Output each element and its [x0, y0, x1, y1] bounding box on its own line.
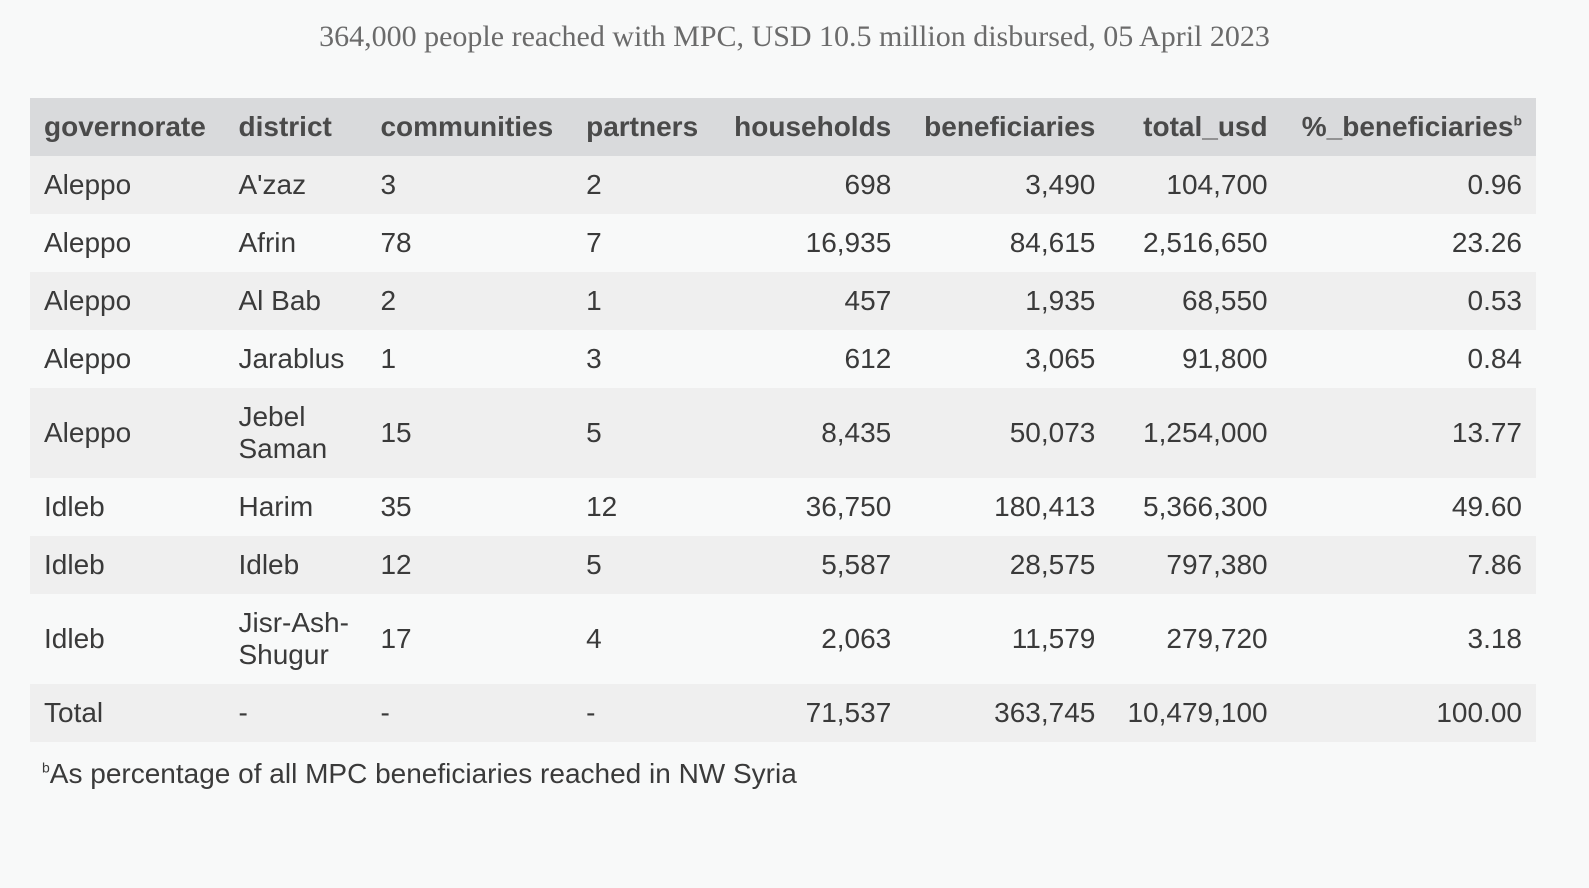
- footnote-text: As percentage of all MPC beneficiaries r…: [49, 758, 797, 789]
- table-cell: 50,073: [1009, 417, 1096, 448]
- column-header: households: [734, 111, 892, 142]
- table-cell: 91,800: [1181, 343, 1268, 374]
- table-cell: 7.86: [1467, 549, 1523, 580]
- table-row: Aleppo Jarablus 1 3 612 3,065 91,800 0.84: [30, 330, 1536, 388]
- table-cell: 0.96: [1467, 169, 1523, 200]
- table-cell: 3,490: [1025, 169, 1096, 200]
- table-cell: 35: [380, 491, 412, 522]
- table-cell: 100.00: [1436, 697, 1522, 728]
- table-cell: 2,063: [821, 623, 892, 654]
- table-cell: Aleppo: [44, 285, 132, 316]
- table-cell: 0.84: [1467, 343, 1523, 374]
- table-cell: 2: [586, 169, 602, 200]
- table-cell: 12: [380, 549, 412, 580]
- column-header: governorate: [44, 111, 206, 142]
- table-cell: 5,587: [821, 549, 892, 580]
- table-cell: 78: [380, 227, 412, 258]
- table-cell: 1: [586, 285, 602, 316]
- table-cell: Aleppo: [44, 227, 132, 258]
- table-cell: 84,615: [1009, 227, 1096, 258]
- table-cell: 104,700: [1166, 169, 1268, 200]
- table-cell: 180,413: [994, 491, 1096, 522]
- table-cell: 1,254,000: [1143, 417, 1268, 448]
- footnote-marker: b: [1513, 112, 1522, 129]
- table-cell: 8,435: [821, 417, 892, 448]
- table-row: Aleppo Afrin 78 7 16,935 84,615 2,516,650 23.26: [30, 214, 1536, 272]
- table-row: Aleppo Jebel Saman 15 5 8,435 50,073 1,254,000…: [30, 388, 1536, 478]
- table-cell: 71,537: [805, 697, 892, 728]
- table-cell: -: [238, 697, 248, 728]
- table-cell: Idleb: [44, 623, 105, 654]
- table-cell: 16,935: [805, 227, 892, 258]
- table-cell: 698: [844, 169, 892, 200]
- table-row: Total - - - 71,537 363,745 10,479,100 100.00: [30, 684, 1536, 742]
- table-cell: Idleb: [44, 549, 105, 580]
- footnote: bAs percentage of all MPC beneficiaries …: [42, 758, 797, 790]
- table-cell: -: [380, 697, 390, 728]
- table-cell: 13.77: [1451, 417, 1522, 448]
- table-cell: 68,550: [1181, 285, 1268, 316]
- table-cell: 36,750: [805, 491, 892, 522]
- column-header: total_usd: [1143, 111, 1268, 142]
- column-header: district: [238, 111, 332, 142]
- table-cell: Idleb: [238, 549, 300, 580]
- table-header-row: governorate district communities partner…: [30, 98, 1536, 156]
- table-cell: Aleppo: [44, 169, 132, 200]
- table-cell: 17: [380, 623, 412, 654]
- table-cell: 15: [380, 417, 412, 448]
- table-cell: 2: [380, 285, 397, 316]
- column-header-label: %_beneficiaries: [1301, 111, 1514, 142]
- table-cell: 2,516,650: [1143, 227, 1268, 258]
- table-cell: 11,579: [1011, 623, 1096, 654]
- table-cell: Idleb: [44, 491, 105, 522]
- table-cell: 49.60: [1451, 491, 1522, 522]
- table-cell: Jarablus: [238, 343, 345, 374]
- column-header: beneficiaries: [924, 111, 1096, 142]
- table-row: Idleb Harim 35 12 36,750 180,413 5,366,300 49.6…: [30, 478, 1536, 536]
- table-cell: 10,479,100: [1127, 697, 1268, 728]
- table-body: Aleppo A'zaz 3 2 698 3,490 104,700 0.96 Aleppo Af…: [30, 156, 1536, 742]
- table-row: Idleb Jisr-Ash-Shugur 17 4 2,063 11,579 279,72…: [30, 594, 1536, 684]
- table-cell: 3: [380, 169, 397, 200]
- table-cell: 23.26: [1451, 227, 1522, 258]
- column-header: partners: [586, 111, 699, 142]
- table-cell: -: [586, 697, 596, 728]
- table-cell: 1,935: [1025, 285, 1096, 316]
- table-cell: 3,065: [1025, 343, 1096, 374]
- table-row: Idleb Idleb 12 5 5,587 28,575 797,380 7.86: [30, 536, 1536, 594]
- column-header-pct: %_beneficiariesb: [1282, 98, 1536, 156]
- table-cell: Afrin: [238, 227, 297, 258]
- table-cell: 457: [844, 285, 892, 316]
- table-cell: Aleppo: [44, 417, 132, 448]
- table-cell: 4: [586, 623, 602, 654]
- table-cell: Jebel Saman: [238, 401, 328, 464]
- table-cell: A'zaz: [238, 169, 307, 200]
- table-cell: Total: [44, 697, 104, 728]
- data-table: governorate district communities partner…: [30, 98, 1536, 742]
- table-cell: 612: [844, 343, 892, 374]
- table-cell: 797,380: [1166, 549, 1268, 580]
- table-cell: Harim: [238, 491, 314, 522]
- column-header: communities: [380, 111, 554, 142]
- table-cell: 363,745: [994, 697, 1096, 728]
- table-cell: Aleppo: [44, 343, 132, 374]
- table-cell: 5: [586, 549, 602, 580]
- footnote-marker: b: [42, 759, 50, 776]
- table-cell: 12: [586, 491, 618, 522]
- table-cell: Al Bab: [238, 285, 321, 316]
- table-title: 364,000 people reached with MPC, USD 10.…: [319, 20, 1270, 53]
- table-cell: 5,366,300: [1143, 491, 1268, 522]
- table-cell: 0.53: [1467, 285, 1523, 316]
- table-cell: 5: [586, 417, 602, 448]
- table-row: Aleppo Al Bab 2 1 457 1,935 68,550 0.53: [30, 272, 1536, 330]
- table-cell: 279,720: [1166, 623, 1268, 654]
- table-cell: 1: [380, 343, 397, 374]
- table-cell: Jisr-Ash-Shugur: [238, 607, 349, 670]
- table-row: Aleppo A'zaz 3 2 698 3,490 104,700 0.96: [30, 156, 1536, 214]
- table-cell: 7: [586, 227, 602, 258]
- table-cell: 3: [586, 343, 602, 374]
- table-cell: 28,575: [1009, 549, 1096, 580]
- table-cell: 3.18: [1467, 623, 1523, 654]
